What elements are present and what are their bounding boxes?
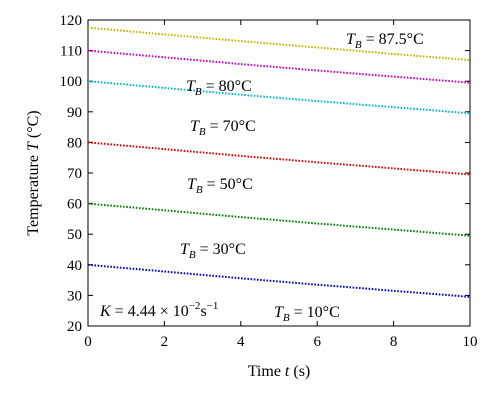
y-tick-label: 50 bbox=[67, 227, 82, 243]
annotation-tb-30: TB = 30°C bbox=[180, 241, 246, 261]
x-tick-label: 2 bbox=[161, 334, 169, 350]
annotation-tb-50: TB = 50°C bbox=[187, 176, 253, 196]
x-axis-label: Time t (s) bbox=[248, 363, 311, 380]
axis-ticks: 0 2 4 6 8 10 20 30 40 50 60 70 80 90 100 110 120 bbox=[60, 13, 478, 350]
plot-area bbox=[87, 19, 471, 327]
y-tick-label: 120 bbox=[60, 13, 83, 29]
y-tick-label: 100 bbox=[60, 74, 83, 90]
x-tick-label: 6 bbox=[313, 334, 321, 350]
x-tick-label: 10 bbox=[463, 334, 478, 350]
annotation-tb-80: TB = 80°C bbox=[186, 78, 252, 98]
series-line-3 bbox=[87, 141, 471, 176]
annotation-tb-87-5: TB = 87.5°C bbox=[346, 31, 424, 51]
series-line-5 bbox=[87, 263, 471, 298]
y-tick-label: 110 bbox=[60, 44, 82, 60]
y-axis-label: Temperature T (°C) bbox=[25, 110, 42, 235]
x-tick-label: 0 bbox=[84, 334, 92, 350]
series-line-4 bbox=[87, 202, 471, 237]
y-tick-label: 60 bbox=[67, 197, 82, 213]
annotation-tb-10: TB = 10°C bbox=[274, 304, 340, 324]
x-tick-label: 4 bbox=[237, 334, 245, 350]
series-layer bbox=[87, 26, 471, 298]
y-tick-label: 20 bbox=[67, 319, 82, 335]
y-tick-label: 40 bbox=[67, 258, 82, 274]
y-tick-label: 90 bbox=[67, 105, 82, 121]
annotation-tb-70: TB = 70°C bbox=[190, 118, 256, 138]
y-tick-label: 70 bbox=[67, 166, 82, 182]
x-tick-label: 8 bbox=[390, 334, 398, 350]
series-line-1 bbox=[87, 49, 471, 84]
y-tick-label: 80 bbox=[67, 135, 82, 151]
series-line-2 bbox=[87, 80, 471, 115]
y-tick-label: 30 bbox=[67, 288, 82, 304]
plot-frame bbox=[87, 19, 471, 327]
annotation-rate-constant: K = 4.44 × 10−2s−1 bbox=[99, 300, 218, 320]
